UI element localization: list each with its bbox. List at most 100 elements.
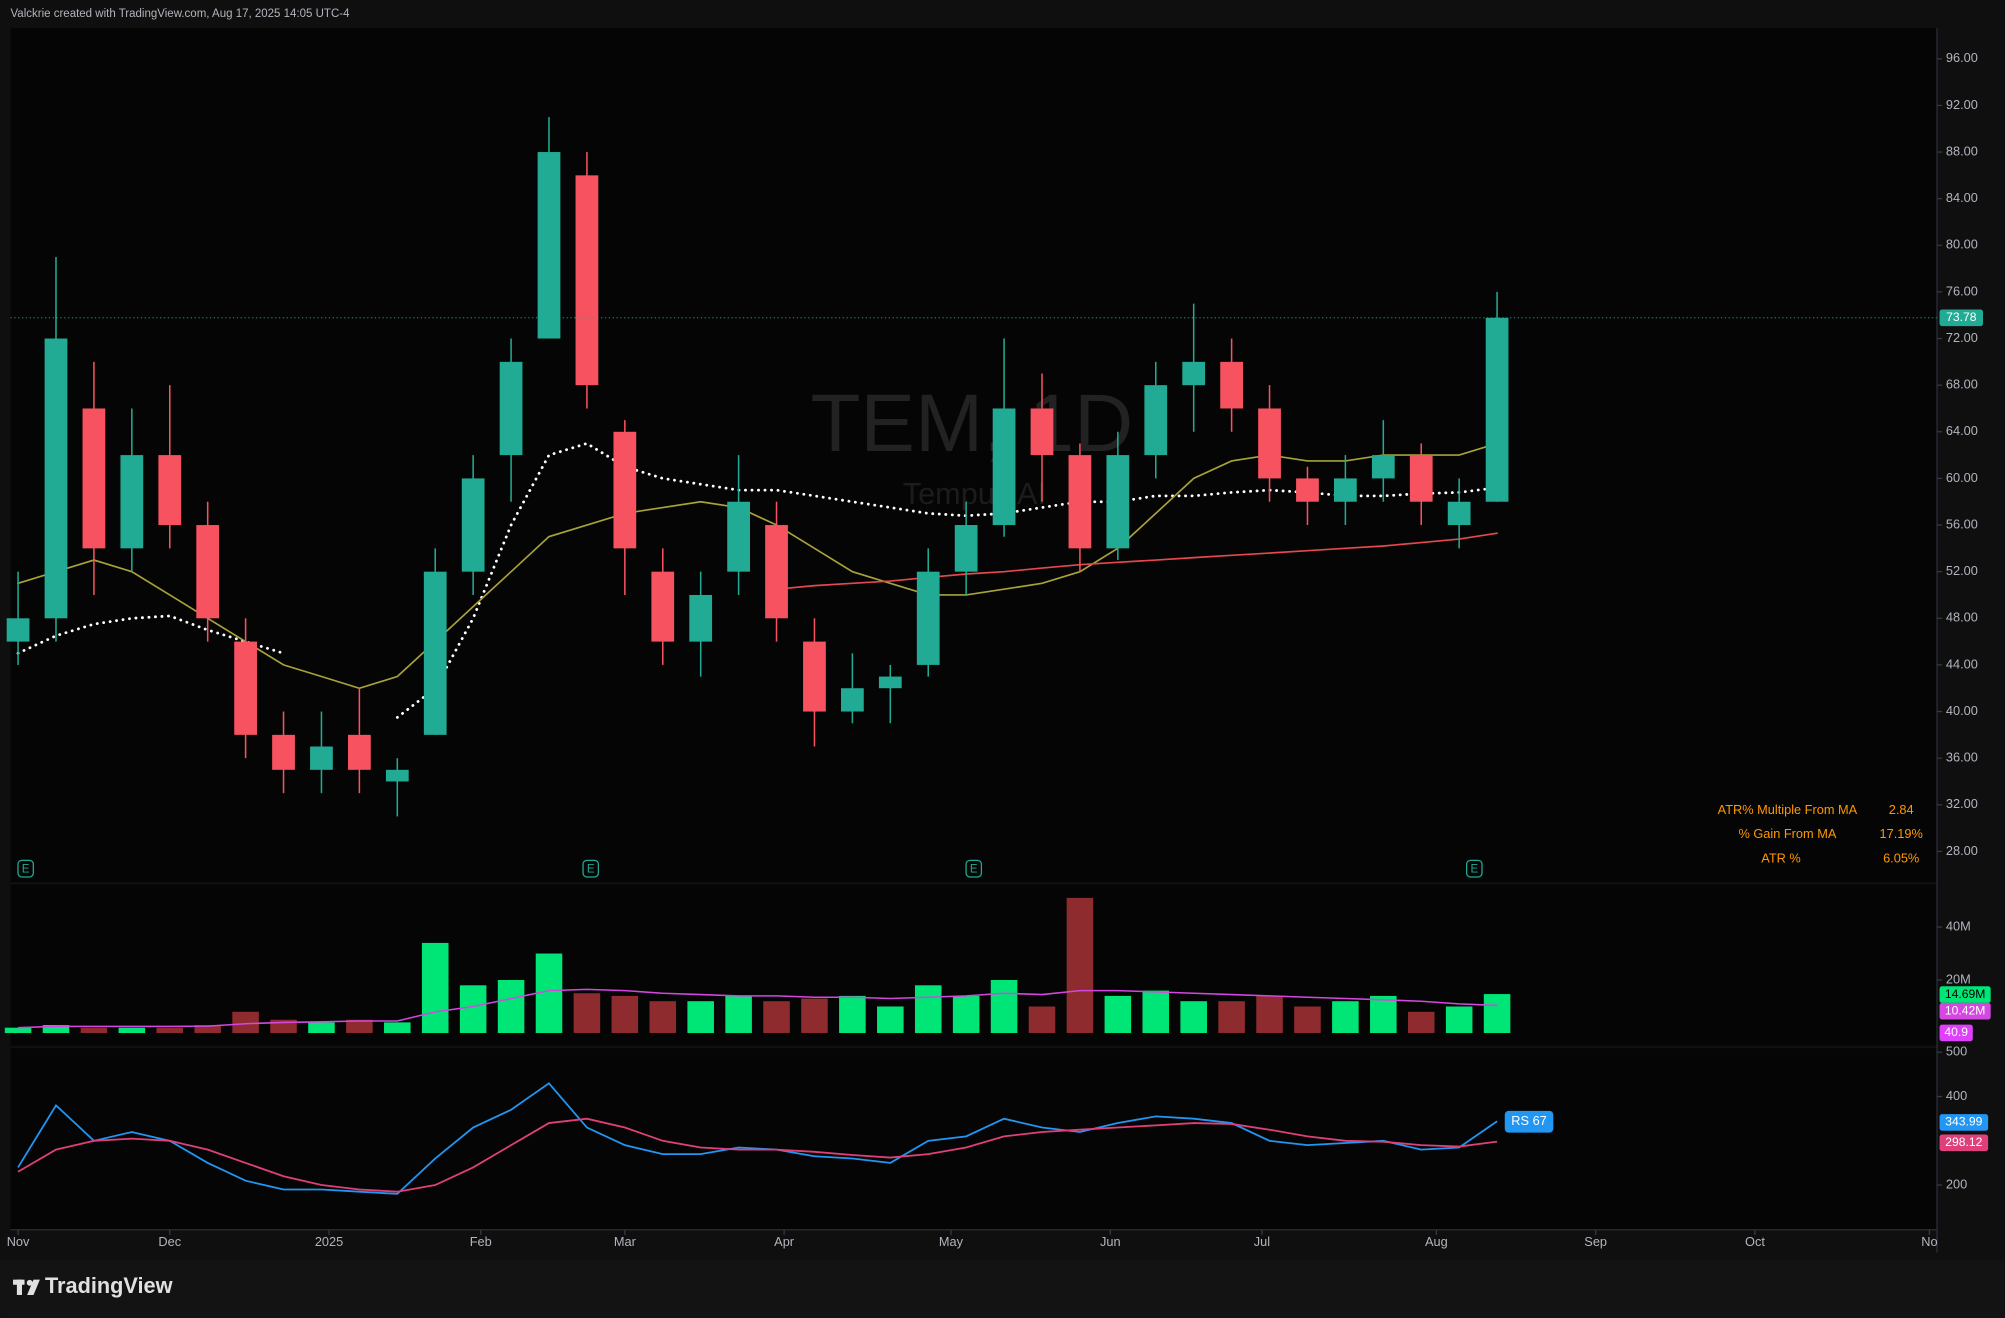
y-tick-label: 60.00 bbox=[1946, 470, 1978, 485]
candle-body bbox=[575, 175, 599, 386]
x-tick-label: Mar bbox=[614, 1234, 637, 1249]
event-label: E bbox=[970, 863, 978, 875]
volume-bar bbox=[1370, 995, 1397, 1033]
rs-tag-label: RS 67 bbox=[1511, 1113, 1546, 1128]
y-tick-label: 200 bbox=[1946, 1176, 1967, 1191]
rs-tag bbox=[1504, 1110, 1554, 1133]
volume-bar bbox=[194, 1025, 221, 1033]
candle-body bbox=[310, 746, 333, 770]
y-tick-label: 84.00 bbox=[1946, 190, 1978, 205]
volume-bar bbox=[1445, 1006, 1473, 1033]
event-marker bbox=[582, 859, 600, 878]
price-tag bbox=[1939, 1002, 1991, 1020]
volume-bar bbox=[990, 980, 1018, 1033]
y-tick-label: 88.00 bbox=[1946, 143, 1978, 158]
price-tag-label: 343.99 bbox=[1945, 1115, 1982, 1129]
table-label: % Gain From MA bbox=[1738, 826, 1836, 841]
candle-body bbox=[272, 734, 295, 770]
candle-body bbox=[1258, 408, 1281, 479]
line bbox=[17, 1117, 1498, 1193]
volume-bar bbox=[725, 995, 752, 1033]
candle-body bbox=[1182, 361, 1206, 386]
candle-body bbox=[234, 641, 257, 735]
y-tick-label: 500 bbox=[1946, 1044, 1967, 1059]
x-tick-label: Aug bbox=[1425, 1234, 1448, 1249]
candle-body bbox=[841, 688, 864, 712]
candle-body bbox=[1144, 385, 1168, 456]
table-label: ATR % bbox=[1761, 850, 1800, 865]
candle-body bbox=[423, 571, 447, 735]
x-tick-label: 2025 bbox=[315, 1234, 343, 1249]
volume-bar bbox=[877, 1006, 904, 1033]
y-tick-label: 52.00 bbox=[1946, 563, 1978, 578]
volume-bar bbox=[459, 985, 487, 1033]
price-tag bbox=[1939, 1134, 1989, 1152]
candle-body bbox=[44, 338, 68, 619]
y-tick-label: 68.00 bbox=[1946, 377, 1978, 392]
x-tick-label: Feb bbox=[470, 1234, 492, 1249]
volume-bar bbox=[763, 1001, 790, 1033]
volume-bar bbox=[308, 1022, 335, 1033]
volume-bar bbox=[1142, 990, 1170, 1033]
y-tick-label: 96.00 bbox=[1946, 50, 1978, 65]
candle-body bbox=[1485, 317, 1509, 502]
price-tag bbox=[1939, 1114, 1989, 1131]
line bbox=[17, 1082, 1498, 1195]
candle-body bbox=[1220, 361, 1243, 409]
price-tag bbox=[1939, 309, 1984, 327]
volume-bar bbox=[611, 995, 639, 1033]
candle-body bbox=[82, 408, 106, 549]
volume-bar bbox=[80, 1027, 108, 1033]
candle-body bbox=[1106, 455, 1130, 549]
price-tag-label: 298.12 bbox=[1945, 1135, 1982, 1149]
candle-body bbox=[916, 571, 940, 665]
x-tick-label: No bbox=[1921, 1234, 1937, 1249]
line bbox=[18, 988, 1498, 1029]
candle-body bbox=[1447, 501, 1471, 526]
volume-bar bbox=[1332, 1001, 1359, 1033]
y-tick-label: 80.00 bbox=[1946, 237, 1978, 252]
y-tick-label: 48.00 bbox=[1946, 610, 1978, 625]
footer-logo[interactable]: TradingView bbox=[45, 1273, 173, 1298]
candle-body bbox=[158, 455, 182, 526]
volume-bar bbox=[1066, 897, 1094, 1033]
event-marker bbox=[965, 859, 983, 878]
volume-bar bbox=[497, 980, 525, 1033]
table-value: 2.84 bbox=[1889, 802, 1914, 817]
rs-pane bbox=[10, 1048, 1937, 1230]
volume-bar bbox=[801, 998, 828, 1033]
event-label: E bbox=[587, 863, 595, 875]
volume-bar bbox=[687, 1001, 714, 1033]
price-tag-label: 10.42M bbox=[1945, 1003, 1985, 1017]
candle-body bbox=[461, 478, 485, 572]
y-tick-label: 72.00 bbox=[1946, 330, 1978, 345]
event-label: E bbox=[1470, 863, 1478, 875]
volume-bar bbox=[421, 942, 449, 1033]
event-marker bbox=[1466, 859, 1483, 878]
y-tick-label: 92.00 bbox=[1946, 97, 1978, 112]
price-tag bbox=[1939, 1024, 1973, 1042]
candle-body bbox=[120, 455, 144, 549]
volume-bar bbox=[1104, 995, 1132, 1033]
y-tick-label: 20M bbox=[1946, 971, 1971, 986]
y-tick-label: 40.00 bbox=[1946, 703, 1978, 718]
volume-bar bbox=[232, 1011, 259, 1033]
x-tick-label: Sep bbox=[1584, 1234, 1607, 1249]
candle-body bbox=[499, 361, 523, 456]
volume-bar bbox=[1294, 1006, 1321, 1033]
price-tag-label: 14.69M bbox=[1945, 987, 1985, 1001]
volume-bar bbox=[1218, 1001, 1245, 1033]
candle-body bbox=[6, 618, 30, 642]
y-tick-label: 400 bbox=[1946, 1088, 1967, 1103]
x-tick-label: Dec bbox=[158, 1234, 181, 1249]
volume-bar bbox=[573, 993, 601, 1033]
event-marker bbox=[17, 859, 34, 878]
candle-body bbox=[1334, 478, 1357, 502]
y-tick-label: 32.00 bbox=[1946, 796, 1978, 811]
y-tick-label: 28.00 bbox=[1946, 843, 1978, 858]
price-tag bbox=[1939, 986, 1991, 1003]
logo-icon bbox=[13, 1279, 40, 1295]
y-tick-label: 64.00 bbox=[1946, 423, 1978, 438]
